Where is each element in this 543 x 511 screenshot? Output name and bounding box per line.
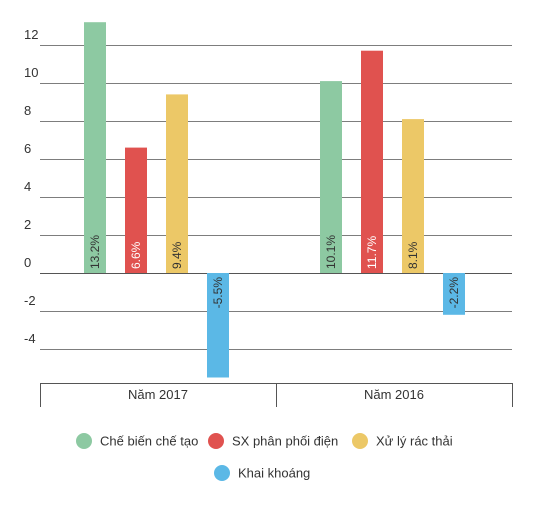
y-tick-label: 2 [24, 217, 31, 232]
data-label: 10.1% [324, 235, 338, 269]
legend-label: Khai khoáng [238, 466, 310, 481]
bar [207, 273, 229, 378]
bar [402, 119, 424, 273]
legend: Chế biến chế tạo SX phân phối điện Xử lý r… [76, 433, 453, 481]
x-category-label: Năm 2016 [364, 387, 424, 402]
y-tick-label: 6 [24, 141, 31, 156]
grid-lines [40, 45, 512, 350]
legend-swatch [76, 433, 92, 449]
legend-swatch [208, 433, 224, 449]
legend-swatch [352, 433, 368, 449]
data-label: 6.6% [129, 241, 143, 269]
bar [361, 50, 383, 274]
bar [166, 94, 188, 274]
data-label: 11.7% [365, 236, 379, 269]
data-label: -5.5% [211, 277, 225, 309]
y-axis-ticks: 12 10 8 6 4 2 0 -2 -4 [24, 27, 38, 346]
bars: 13.2% 6.6% 9.4% -5.5% 10.1% 11.7% 8.1% -2.2% [84, 22, 465, 378]
bar [84, 22, 106, 274]
legend-swatch [214, 465, 230, 481]
data-label: 8.1% [406, 241, 420, 269]
y-tick-label: 12 [24, 27, 38, 42]
data-label: 13.2% [88, 235, 102, 269]
bar [320, 81, 342, 273]
x-axis: Năm 2017 Năm 2016 [40, 383, 513, 407]
bar [125, 147, 147, 273]
bar [443, 273, 465, 315]
y-tick-label: 10 [24, 65, 38, 80]
y-tick-label: -4 [24, 331, 36, 346]
y-tick-label: 4 [24, 179, 31, 194]
legend-label: SX phân phối điện [232, 434, 338, 449]
legend-label: Chế biến chế tạo [100, 434, 198, 449]
data-label: 9.4% [170, 241, 184, 269]
y-tick-label: 0 [24, 255, 31, 270]
legend-label: Xử lý rác thải [376, 434, 453, 449]
y-tick-label: -2 [24, 293, 36, 308]
y-tick-label: 8 [24, 103, 31, 118]
x-category-label: Năm 2017 [128, 387, 188, 402]
data-label: -2.2% [447, 277, 461, 309]
